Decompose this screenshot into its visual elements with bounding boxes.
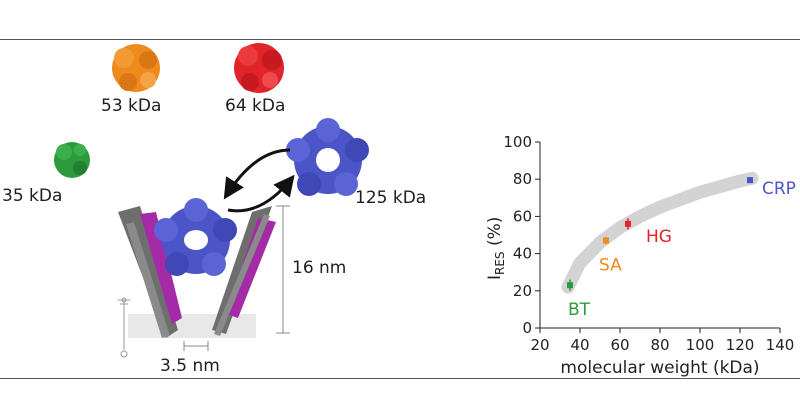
width-dimension [183,341,209,351]
point-label: CRP [762,179,796,199]
mw-label-53: 53 kDa [101,96,162,116]
mw-label-64: 64 kDa [225,96,286,116]
x-tick-label: 80 [650,336,669,354]
data-point [747,177,753,184]
bottom-divider [0,378,800,379]
y-axis-label: IRES (%) [485,217,507,280]
y-tick-label: 40 [513,245,532,263]
trapped-pentamer [154,198,237,276]
trend-band [561,171,759,294]
mw-label-125: 125 kDa [355,188,427,208]
x-axis-label: molecular weight (kDa) [560,358,759,378]
y-tick-label: 100 [503,133,532,151]
point-label: SA [599,256,622,276]
width-label: 3.5 nm [160,356,220,376]
right-tether-arm [212,206,276,336]
data-point [625,220,631,227]
mw-label-35: 35 kDa [2,186,63,206]
y-tick-label: 80 [513,170,532,188]
protein-35kda-blob [54,142,90,178]
point-label: BT [568,300,591,320]
point-label: HG [646,227,672,247]
protein-53kda-blob [112,44,160,92]
top-divider [0,39,800,40]
membrane [128,314,256,338]
x-tick-label: 20 [530,336,549,354]
x-tick-label: 60 [610,336,629,354]
height-dimension [276,205,290,334]
x-tick-label: 100 [686,336,715,354]
y-tick-label: 20 [513,282,532,300]
data-point [567,282,573,289]
x-tick-label: 120 [726,336,755,354]
x-tick-label: 40 [570,336,589,354]
y-tick-label: 60 [513,207,532,225]
left-tether-arm [118,206,182,338]
arrow-out-of-pore [227,174,295,213]
electrode-symbol [118,297,130,358]
protein-125kda-pentamer [286,118,369,196]
protein-64kda-blob [234,43,284,93]
arrow-into-pore [223,148,291,200]
y-tick-label: 0 [522,319,532,337]
x-tick-label: 140 [766,336,795,354]
data-point [603,237,609,244]
height-label: 16 nm [292,258,347,278]
